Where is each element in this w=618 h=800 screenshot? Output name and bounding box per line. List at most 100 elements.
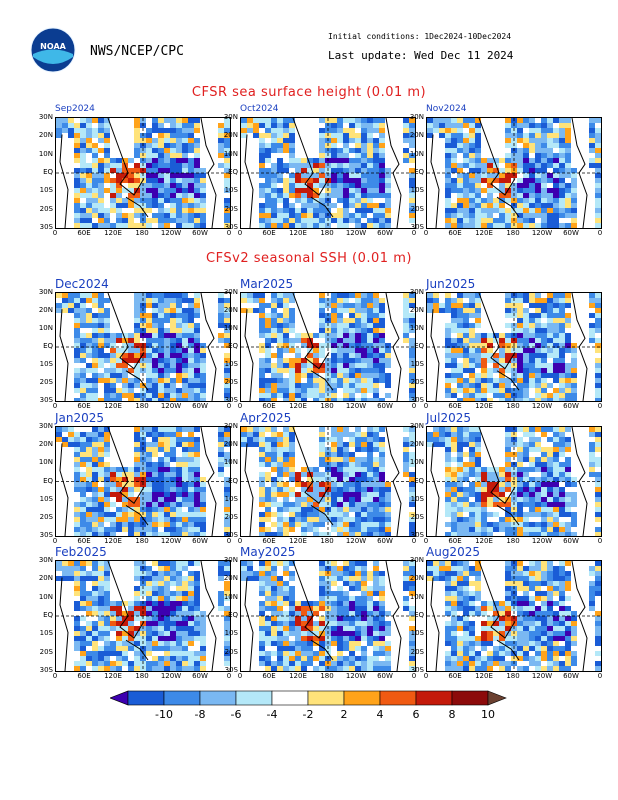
lat-label: 10S (410, 186, 424, 195)
lon-label: 120W (531, 537, 553, 545)
lon-label: 60E (262, 537, 276, 545)
lat-label: 10S (224, 186, 238, 195)
panel-title-jan2025: Jan2025 (55, 411, 105, 425)
lat-label: 10N (409, 149, 424, 158)
lat-label: 20N (223, 306, 238, 314)
lon-label: 60W (377, 229, 393, 237)
lon-label: 0 (226, 402, 232, 410)
lat-label: 30N (223, 556, 238, 564)
agency-label: NWS/NCEP/CPC (90, 44, 184, 59)
lon-label: 0 (423, 229, 429, 237)
colorbar-swatch (415, 690, 453, 706)
colorbar-swatches (109, 690, 507, 706)
lon-label: 0 (423, 402, 429, 410)
ssh-map-aug2025 (426, 560, 602, 672)
lon-label: 180 (135, 229, 149, 237)
lat-label: 30N (38, 422, 53, 430)
ssh-map-may2025 (240, 560, 416, 672)
lat-label: 10S (410, 494, 424, 503)
lat-label: 20S (410, 647, 424, 656)
lat-label: 30N (409, 422, 424, 430)
panel-title-oct2024: Oct2024 (240, 104, 279, 114)
lat-label: 30N (38, 288, 53, 296)
lat-label: 30S (224, 223, 238, 231)
colorbar-tick-label: -6 (230, 708, 242, 721)
lat-label: 20S (39, 647, 53, 656)
colorbar-swatch (343, 690, 381, 706)
colorbar-tick-label: 8 (448, 708, 456, 721)
lat-label: 20S (410, 378, 424, 386)
lon-label: 60E (262, 229, 276, 237)
lon-label: 120E (104, 537, 122, 545)
lon-label: 120E (475, 402, 493, 410)
lat-label: 10N (223, 149, 238, 158)
lon-label: 120W (160, 537, 182, 545)
lat-label: 20N (223, 574, 238, 583)
lat-label: 10N (409, 592, 424, 601)
lon-label: 180 (135, 537, 149, 545)
lat-label: EQ (228, 168, 238, 176)
lat-label: 10S (224, 360, 238, 368)
lon-label: 120E (289, 672, 307, 680)
lon-label: 60W (563, 402, 579, 410)
lon-label: 120E (104, 672, 122, 680)
lon-label: 120E (289, 537, 307, 545)
lat-label: EQ (414, 611, 424, 619)
colorbar-swatch (199, 690, 237, 706)
lon-label: 60E (77, 402, 91, 410)
lat-label: EQ (414, 342, 424, 350)
lat-label: 10N (38, 324, 53, 332)
lat-label: 10N (38, 458, 53, 467)
lon-label: 0 (597, 537, 603, 545)
colorbar-swatch (235, 690, 273, 706)
lon-label: 0 (597, 402, 603, 410)
lon-label: 120W (345, 402, 367, 410)
lat-label: 30N (409, 556, 424, 564)
lat-label: 30S (410, 666, 424, 674)
lat-label: 30S (39, 531, 53, 539)
colorbar-tick-label: 10 (481, 708, 495, 721)
lon-label: 120E (289, 402, 307, 410)
colorbar-swatch (451, 690, 489, 706)
lat-label: 10S (39, 360, 53, 368)
lon-label: 0 (423, 537, 429, 545)
forecast-section-title: CFSv2 seasonal SSH (0.01 m) (206, 251, 412, 266)
lon-label: 180 (320, 402, 334, 410)
lat-label: 30N (38, 556, 53, 564)
lat-label: EQ (228, 611, 238, 619)
panel-title-feb2025: Feb2025 (55, 545, 107, 559)
lon-label: 120E (289, 229, 307, 237)
lon-label: 60E (262, 672, 276, 680)
lat-label: 10S (410, 360, 424, 368)
panel-title-may2025: May2025 (240, 545, 296, 559)
lon-label: 60W (563, 537, 579, 545)
lon-label: 0 (237, 672, 243, 680)
lat-label: 30S (224, 396, 238, 404)
lon-label: 0 (226, 229, 232, 237)
lat-label: EQ (43, 168, 53, 176)
lon-label: 180 (506, 402, 520, 410)
panel-title-dec2024: Dec2024 (55, 277, 109, 291)
lon-label: 60W (192, 672, 208, 680)
lat-label: 30N (223, 422, 238, 430)
colorbar-swatch (127, 690, 165, 706)
lon-label: 180 (320, 537, 334, 545)
lon-label: 120W (531, 402, 553, 410)
lat-label: 30S (410, 531, 424, 539)
lat-label: 30N (223, 288, 238, 296)
lat-label: 30N (38, 113, 53, 121)
lon-label: 60E (448, 229, 462, 237)
colorbar-tick-label: -8 (194, 708, 206, 721)
lon-label: 60W (377, 402, 393, 410)
lat-label: 20N (223, 131, 238, 140)
panel-title-apr2025: Apr2025 (240, 411, 292, 425)
lat-label: 30S (410, 396, 424, 404)
lon-label: 0 (226, 672, 232, 680)
lat-label: 10N (409, 458, 424, 467)
last-update: Last update: Wed Dec 11 2024 (328, 49, 514, 62)
lat-label: 30S (224, 531, 238, 539)
colorbar-swatch (307, 690, 345, 706)
lon-label: 120W (345, 537, 367, 545)
lon-label: 60E (448, 537, 462, 545)
lat-label: 20S (39, 512, 53, 521)
